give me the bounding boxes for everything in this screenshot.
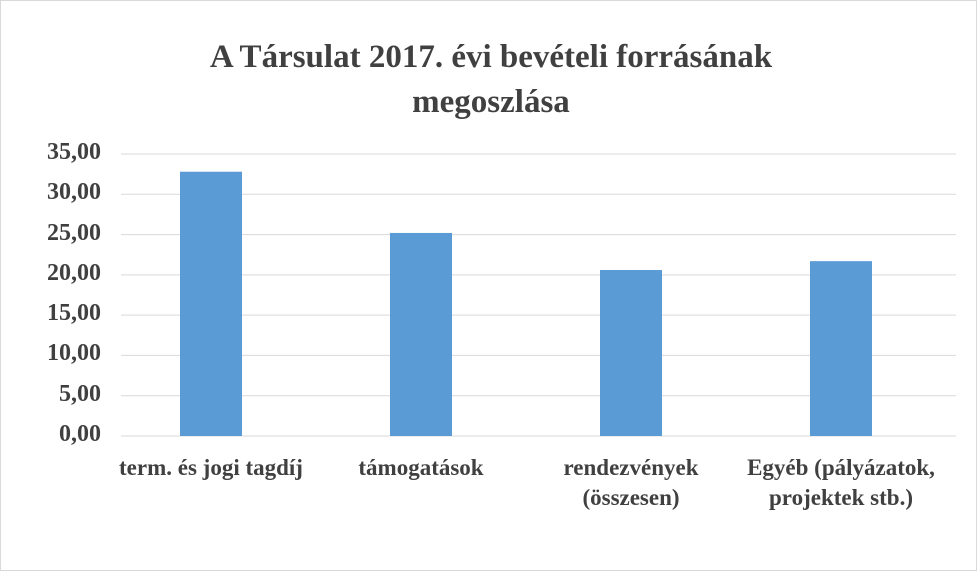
x-tick-label: támogatások xyxy=(358,455,484,480)
y-tick-label: 35,00 xyxy=(47,139,101,165)
chart-title: A Társulat 2017. évi bevételi forrásának… xyxy=(209,39,773,120)
y-tick-label: 30,00 xyxy=(47,179,101,206)
y-tick-label: 15,00 xyxy=(47,300,101,327)
y-tick-label: 10,00 xyxy=(47,340,101,367)
x-tick-label: term. és jogi tagdíj xyxy=(119,455,303,480)
y-tick-label: 5,00 xyxy=(59,380,101,407)
bar xyxy=(180,171,242,436)
y-tick-label: 25,00 xyxy=(47,219,101,246)
bar xyxy=(390,232,452,436)
bar xyxy=(810,261,872,436)
y-tick-label: 0,00 xyxy=(59,421,101,447)
bar xyxy=(600,270,662,436)
x-tick-label: Egyéb (pályázatok, projektek stb.) xyxy=(747,455,935,510)
y-tick-label: 20,00 xyxy=(47,259,101,286)
x-tick-label: rendezvények (összesen) xyxy=(563,455,699,510)
